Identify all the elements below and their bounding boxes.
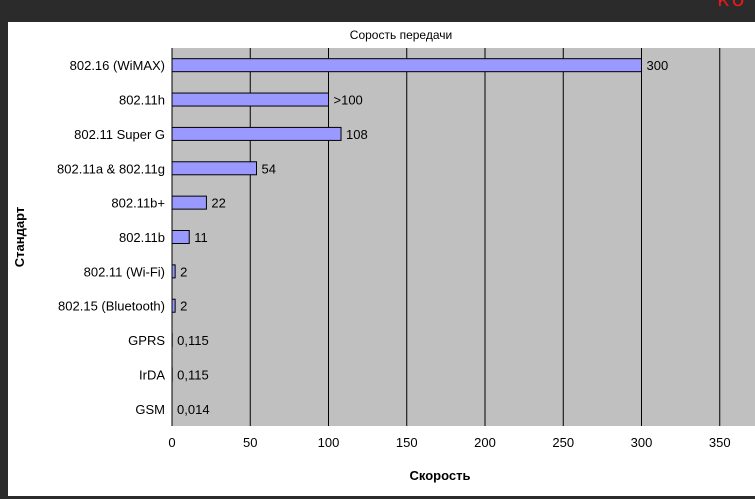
- category-label: 802.15 (Bluetooth): [58, 299, 165, 314]
- x-tick-label: 350: [709, 435, 731, 450]
- bar: [171, 195, 207, 210]
- category-label: GPRS: [128, 333, 165, 348]
- bar: [171, 230, 190, 244]
- data-label: 22: [211, 196, 225, 211]
- x-tick-label: 250: [552, 435, 574, 450]
- data-label: >100: [334, 93, 363, 108]
- data-label: 2: [180, 264, 187, 279]
- chart-frame: Сорость передачи 300 >100 108 54 22 11 2 2 0,115…: [8, 22, 755, 496]
- x-tick-labels: 0 50 100 150 200 250 300 350: [168, 435, 730, 450]
- data-label: 11: [194, 230, 208, 245]
- category-label: 802.11h: [119, 93, 165, 108]
- category-label: 802.16 (WiMAX): [70, 58, 165, 73]
- category-label: 802.11 Super G: [74, 127, 165, 142]
- data-label: 0,115: [177, 367, 209, 382]
- category-label: 802.11 (Wi-Fi): [84, 264, 165, 279]
- x-tick-label: 0: [168, 435, 175, 450]
- data-label: 108: [346, 127, 368, 142]
- y-axis-title: Стандарт: [12, 207, 27, 267]
- category-label: GSM: [135, 402, 165, 417]
- chart-title: Сорость передачи: [350, 28, 452, 42]
- bar: [171, 126, 342, 141]
- x-tick-label: 300: [631, 435, 653, 450]
- category-label: 802.11a & 802.11g: [57, 161, 165, 176]
- data-label: 54: [262, 161, 276, 176]
- category-label: 802.11b: [119, 230, 165, 245]
- data-label: 0,014: [177, 402, 210, 417]
- bar: [171, 58, 642, 73]
- bar-chart: Сорость передачи 300>100108542211220,115…: [12, 28, 755, 483]
- slide-title-fragment-top: ко: [717, 0, 747, 11]
- plot-area: [172, 48, 755, 426]
- category-label: 802.11b+: [111, 196, 165, 211]
- x-tick-label: 150: [396, 435, 418, 450]
- grid-lines: [249, 48, 721, 426]
- data-label: 300: [647, 58, 669, 73]
- x-tick-label: 200: [474, 435, 496, 450]
- x-axis-title: Скорость: [410, 468, 471, 483]
- category-labels: 802.16 (WiMAX) 802.11h 802.11 Super G 802.1…: [57, 58, 165, 417]
- bar: [171, 161, 258, 176]
- data-label: 0,115: [177, 333, 209, 348]
- x-tick-label: 50: [243, 435, 257, 450]
- category-label: IrDA: [139, 367, 165, 382]
- bar: [171, 264, 176, 279]
- bar: [171, 298, 176, 313]
- x-tick-label: 100: [318, 435, 340, 450]
- data-label: 2: [180, 299, 187, 314]
- bar: [171, 92, 329, 107]
